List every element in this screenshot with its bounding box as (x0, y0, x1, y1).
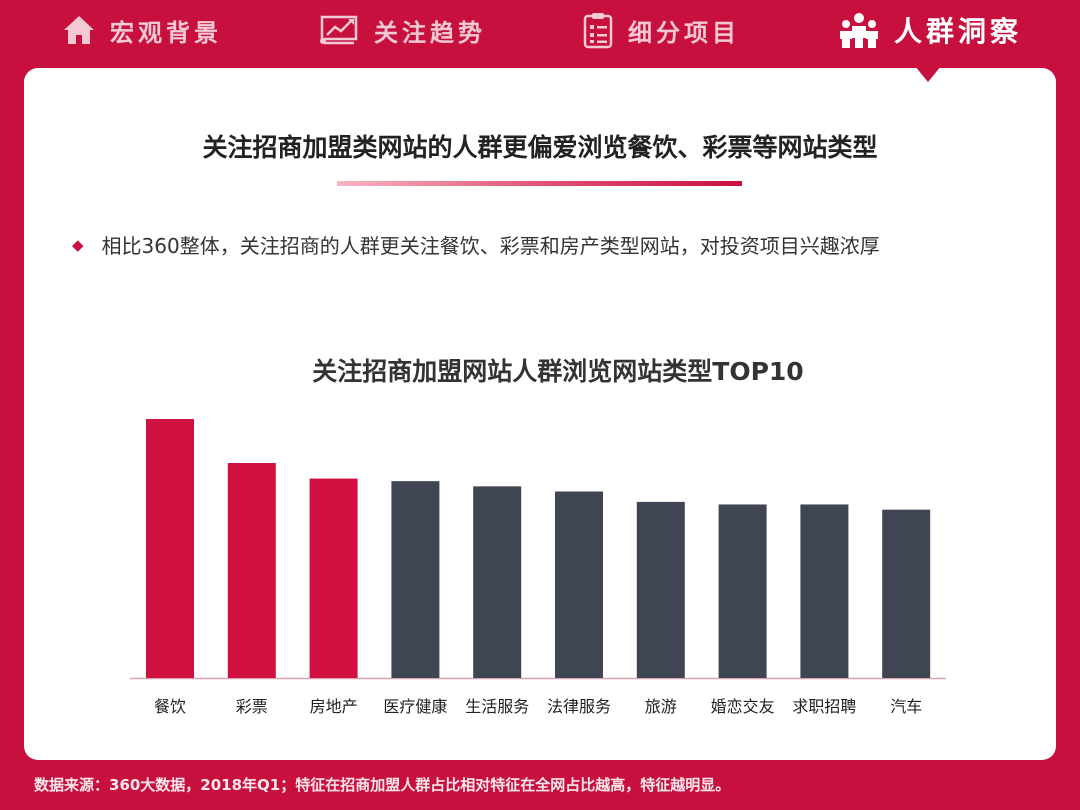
trend-chart-icon (318, 13, 360, 47)
nav-label: 宏观背景 (110, 18, 222, 47)
bar-6 (555, 491, 603, 678)
people-group-icon (838, 11, 880, 49)
bar-5 (473, 486, 522, 678)
x-tick-label: 餐饮 (154, 697, 186, 716)
chart-title: 关注招商加盟网站人群浏览网站类型TOP10 (312, 357, 804, 386)
x-tick-label: 生活服务 (465, 697, 529, 716)
house-icon (62, 13, 96, 47)
nav-label: 关注趋势 (374, 18, 486, 47)
x-tick-label: 婚恋交友 (711, 697, 775, 716)
bar-3 (309, 478, 358, 678)
x-tick-label: 彩票 (236, 697, 268, 716)
nav-item-focus-trend[interactable]: 关注趋势 (318, 10, 486, 50)
bar-8 (718, 504, 767, 678)
bar-2 (227, 463, 276, 678)
diamond-bullet-icon: ◆ (72, 235, 84, 254)
bar-10 (882, 509, 931, 678)
x-tick-label: 法律服务 (547, 697, 611, 716)
x-tick-label: 房地产 (310, 697, 358, 716)
clipboard-list-icon (582, 11, 614, 49)
x-tick-label: 求职招聘 (792, 697, 856, 716)
x-tick-label: 医疗健康 (383, 697, 447, 716)
page-headline: 关注招商加盟类网站的人群更偏爱浏览餐饮、彩票等网站类型 (202, 133, 878, 162)
insight-bullet: ◆ 相比360整体，关注招商的人群更关注餐饮、彩票和房产类型网站，对投资项目兴趣… (72, 230, 880, 259)
nav-label: 细分项目 (628, 18, 740, 47)
top-navigation: 宏观背景 关注趋势 细分项目 (0, 0, 1080, 64)
x-tick-label: 旅游 (645, 697, 677, 716)
bar-9 (800, 504, 849, 678)
data-source-footer: 数据来源：360大数据，2018年Q1；特征在招商加盟人群占比相对特征在全网占比… (34, 776, 731, 794)
nav-label: 人群洞察 (894, 15, 1023, 48)
active-tab-pointer (910, 60, 946, 82)
x-tick-label: 汽车 (890, 697, 922, 716)
bar-7 (636, 501, 685, 678)
headline-underline (337, 181, 742, 186)
bar-1 (146, 419, 194, 678)
bar-4 (391, 481, 440, 678)
insight-text: 相比360整体，关注招商的人群更关注餐饮、彩票和房产类型网站，对投资项目兴趣浓厚 (101, 234, 880, 258)
nav-item-segment-projects[interactable]: 细分项目 (582, 10, 740, 50)
nav-item-crowd-insight[interactable]: 人群洞察 (838, 10, 1022, 50)
nav-item-macro-background[interactable]: 宏观背景 (62, 10, 222, 50)
